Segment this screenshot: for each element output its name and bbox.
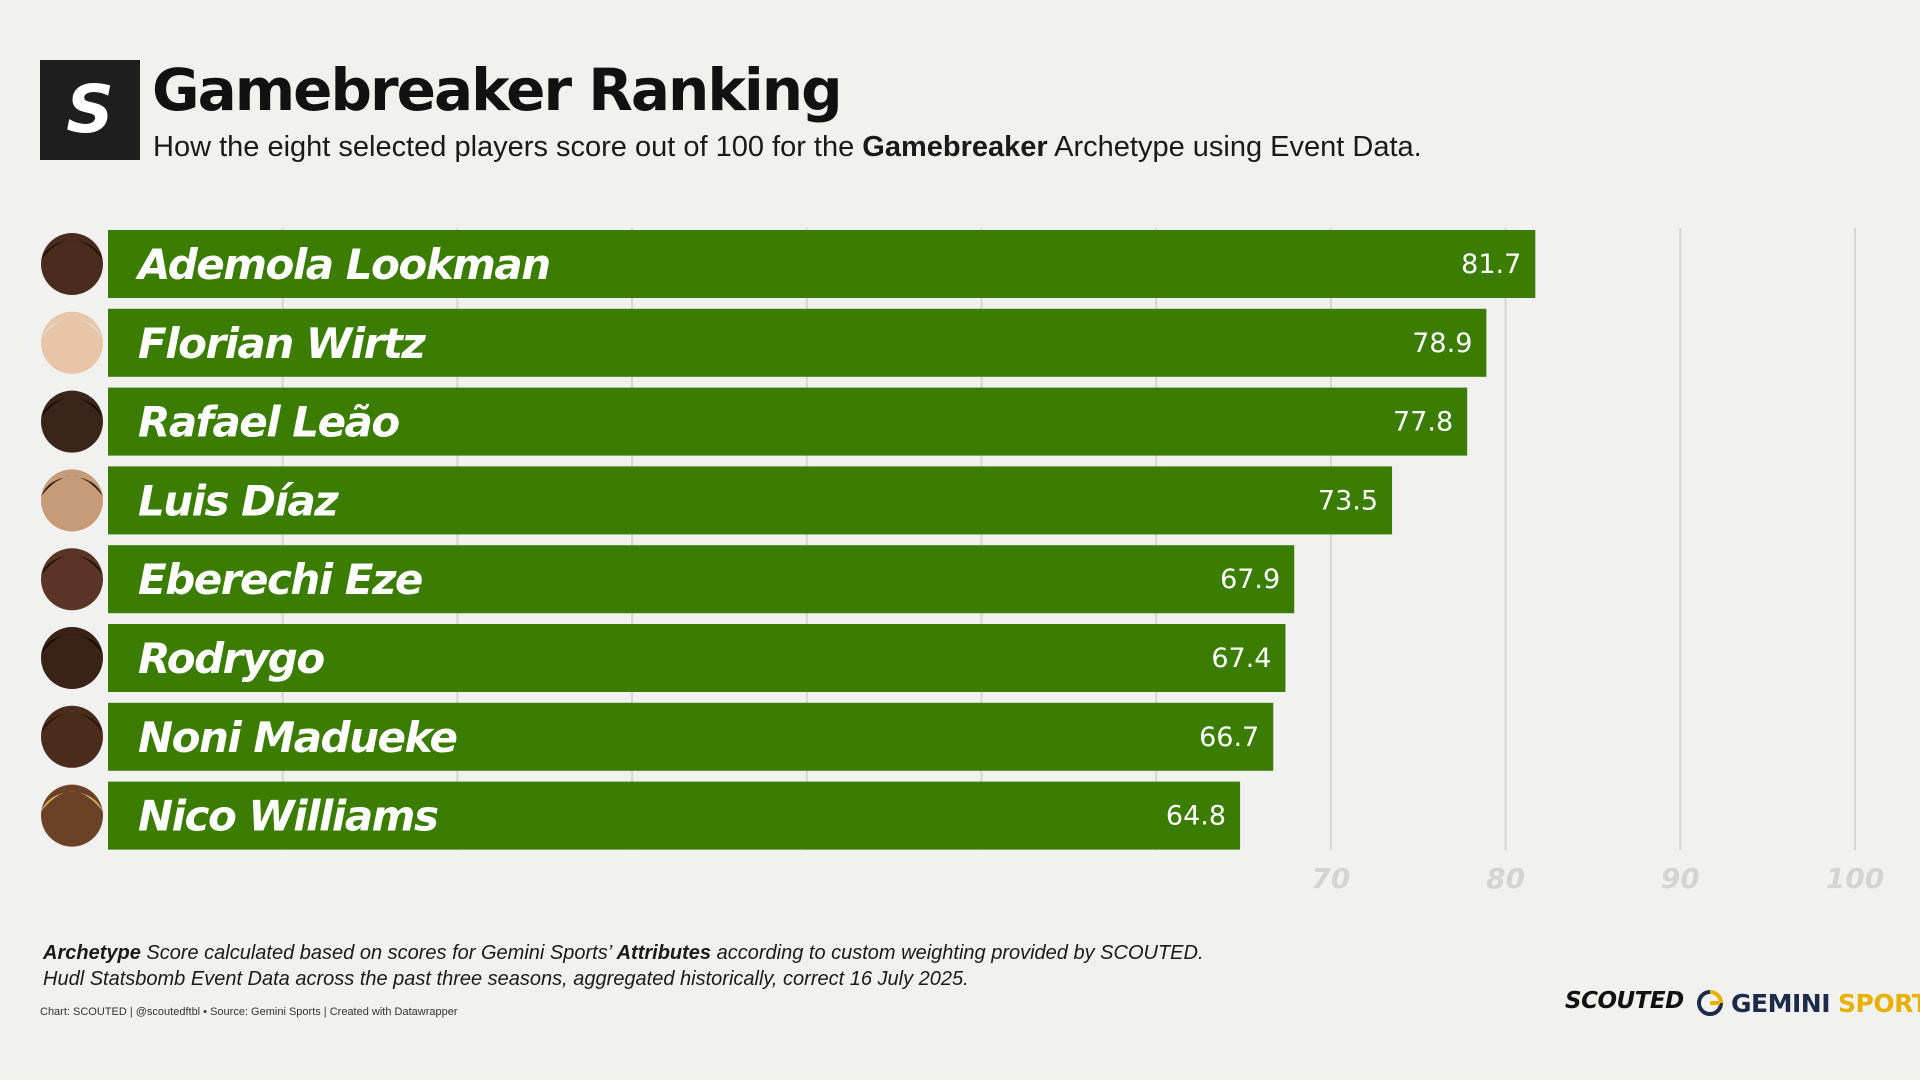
avatar-face xyxy=(41,705,103,768)
sports-word: SPORTS xyxy=(1838,988,1920,1018)
x-axis-ticks: 70 80 90 100 xyxy=(1311,862,1884,895)
player-avatar xyxy=(41,627,103,689)
avatar-hair xyxy=(41,712,103,733)
bar-category-label: Luis Díaz xyxy=(138,476,339,525)
player-avatars xyxy=(41,233,103,847)
avatar-face xyxy=(41,548,103,611)
player-avatar xyxy=(41,311,103,374)
footnote-post: according to custom weighting provided b… xyxy=(711,942,1204,964)
chart-credit: Chart: SCOUTED | @scoutedftbl • Source: … xyxy=(40,1006,458,1018)
bar-8 xyxy=(108,781,1241,850)
x-tick-label: 80 xyxy=(1486,862,1525,895)
avatar-face xyxy=(41,311,103,374)
gemini-word: GEMINI xyxy=(1731,988,1831,1018)
bar-5 xyxy=(108,545,1295,614)
bar-value-label: 77.8 xyxy=(1393,407,1453,438)
bar-value-label: 73.5 xyxy=(1318,485,1378,516)
bar-value-label: 81.7 xyxy=(1461,249,1521,280)
bar-value-label: 64.8 xyxy=(1166,801,1226,832)
subtitle-bold: Gamebreaker xyxy=(862,131,1048,163)
footnote-attributes: Attributes xyxy=(616,942,712,964)
subtitle-pre: How the eight selected players score out… xyxy=(153,131,863,163)
bar-2 xyxy=(108,308,1487,377)
footnote-line-1: Archetype Score calculated based on scor… xyxy=(43,940,1204,966)
avatar-hair xyxy=(41,555,103,576)
avatar-hair xyxy=(41,240,103,260)
scouted-logo: S xyxy=(40,60,140,160)
bar-category-label: Rafael Leão xyxy=(138,398,399,447)
x-tick-label: 90 xyxy=(1661,862,1700,895)
bar-value-label: 67.9 xyxy=(1220,564,1280,595)
bar-category-label: Ademola Lookman xyxy=(135,240,550,289)
bar-value-label: 67.4 xyxy=(1211,643,1271,674)
avatar-hair xyxy=(41,397,103,418)
player-avatar xyxy=(41,233,103,295)
bar-category-label: Rodrygo xyxy=(138,634,324,683)
avatar-face xyxy=(41,469,103,532)
x-tick-label: 70 xyxy=(1311,862,1350,895)
chart-title: Gamebreaker Ranking xyxy=(152,56,843,124)
bar-category-label: Noni Madueke xyxy=(138,713,456,762)
bar-1 xyxy=(108,230,1536,298)
bar-value-label: 78.9 xyxy=(1412,328,1472,359)
bar-chart: Ademola Lookman 81.7 Florian Wirtz 78.9 Rafa… xyxy=(41,228,1884,895)
bar-category-label: Nico Williams xyxy=(138,792,438,841)
subtitle-post: Archetype using Event Data. xyxy=(1047,131,1422,163)
gemini-sports-logo: GEMINI SPORTS xyxy=(1695,988,1920,1018)
footnote-mid: Score calculated based on scores for Gem… xyxy=(140,942,617,964)
avatar-face xyxy=(41,390,103,453)
footnote: Archetype Score calculated based on scor… xyxy=(43,940,1204,992)
bar-4 xyxy=(108,466,1393,535)
footnote-line-2: Hudl Statsbomb Event Data across the pas… xyxy=(43,968,969,990)
scouted-wordmark: SCOUTED xyxy=(1565,988,1684,1014)
logo-letter: S xyxy=(66,71,114,148)
bar-category-label: Florian Wirtz xyxy=(138,319,426,368)
avatar-hair xyxy=(41,634,103,654)
gemini-logo-icon xyxy=(1697,990,1723,1016)
player-avatar xyxy=(41,548,103,611)
avatar-hair xyxy=(41,476,103,497)
chart-subtitle: How the eight selected players score out… xyxy=(153,130,1422,164)
player-avatar xyxy=(41,390,103,453)
avatar-face xyxy=(41,233,103,295)
player-avatar xyxy=(41,784,103,847)
avatar-hair xyxy=(41,791,103,812)
avatar-face xyxy=(41,784,103,847)
bar-7 xyxy=(108,702,1274,771)
player-avatar xyxy=(41,705,103,768)
avatar-face xyxy=(41,627,103,689)
bar-value-label: 66.7 xyxy=(1199,722,1259,753)
bar-6 xyxy=(108,624,1286,692)
player-avatar xyxy=(41,469,103,532)
bar-category-label: Eberechi Eze xyxy=(138,555,422,604)
x-tick-label: 100 xyxy=(1826,862,1884,895)
bar-3 xyxy=(108,387,1468,456)
footnote-archetype: Archetype xyxy=(43,942,141,964)
bars: Ademola Lookman 81.7 Florian Wirtz 78.9 Rafa… xyxy=(108,230,1536,850)
avatar-hair xyxy=(41,318,103,339)
